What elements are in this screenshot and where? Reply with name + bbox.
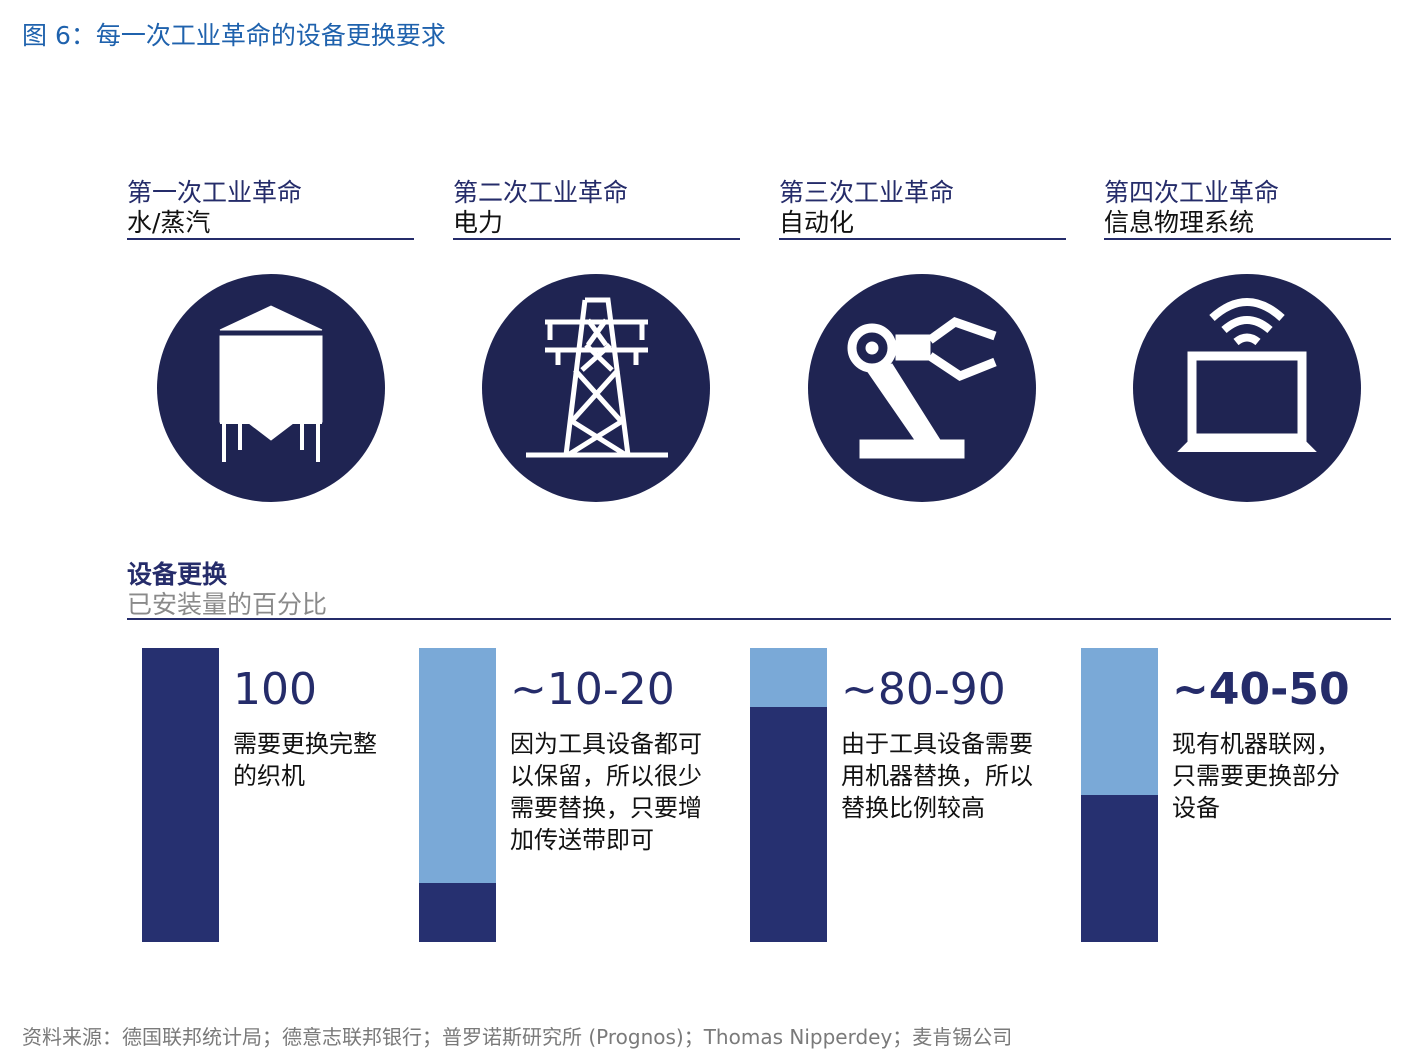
era-rule <box>127 238 414 240</box>
share-label: ~80-90 <box>841 664 1006 715</box>
era-title: 第三次工业革命 <box>779 178 955 207</box>
bar-share <box>142 648 219 942</box>
robot-icon <box>847 316 997 459</box>
era-subtitle: 水/蒸汽 <box>127 208 211 237</box>
tower-icon <box>526 297 668 458</box>
description-line: 用机器替换，所以 <box>841 762 1033 790</box>
era-subtitle: 自动化 <box>779 208 855 237</box>
description-line: 的织机 <box>233 762 305 790</box>
era-title: 第二次工业革命 <box>453 178 629 207</box>
bar-share <box>750 706 827 942</box>
era-subtitle: 电力 <box>453 208 504 237</box>
share-label: ~10-20 <box>510 664 675 715</box>
section-rule <box>127 618 1391 620</box>
share-label: ~40-50 <box>1172 664 1350 715</box>
description-line: 替换比例较高 <box>841 794 985 822</box>
description-line: 只需要更换部分 <box>1172 762 1340 790</box>
share-label: 100 <box>233 664 317 715</box>
section-title: 设备更换 <box>127 560 228 589</box>
section-subtitle: 已安装量的百分比 <box>127 590 328 619</box>
era-rule <box>1104 238 1391 240</box>
bar-share <box>419 883 496 942</box>
era-title: 第四次工业革命 <box>1104 178 1280 207</box>
description-line: 以保留，所以很少 <box>510 762 702 790</box>
description-line: 需要替换，只要增 <box>510 794 702 822</box>
description-line: 设备 <box>1172 794 1220 822</box>
silo-icon <box>219 305 323 462</box>
era-rule <box>453 238 740 240</box>
source: 资料来源：德国联邦统计局；德意志联邦银行；普罗诺斯研究所 (Prognos)；T… <box>22 1025 1013 1049</box>
bar-share <box>1081 795 1158 942</box>
title: 图 6：每一次工业革命的设备更换要求 <box>22 21 446 50</box>
description-line: 现有机器联网， <box>1172 730 1340 758</box>
era-rule <box>779 238 1066 240</box>
description-line: 需要更换完整 <box>233 730 377 758</box>
description-line: 因为工具设备都可 <box>510 730 702 758</box>
laptop-icon <box>1177 298 1317 452</box>
era-title: 第一次工业革命 <box>127 178 303 207</box>
circles <box>157 274 1361 502</box>
description-line: 由于工具设备需要 <box>841 730 1033 758</box>
era-subtitle: 信息物理系统 <box>1104 208 1255 237</box>
description-line: 加传送带即可 <box>510 826 654 854</box>
